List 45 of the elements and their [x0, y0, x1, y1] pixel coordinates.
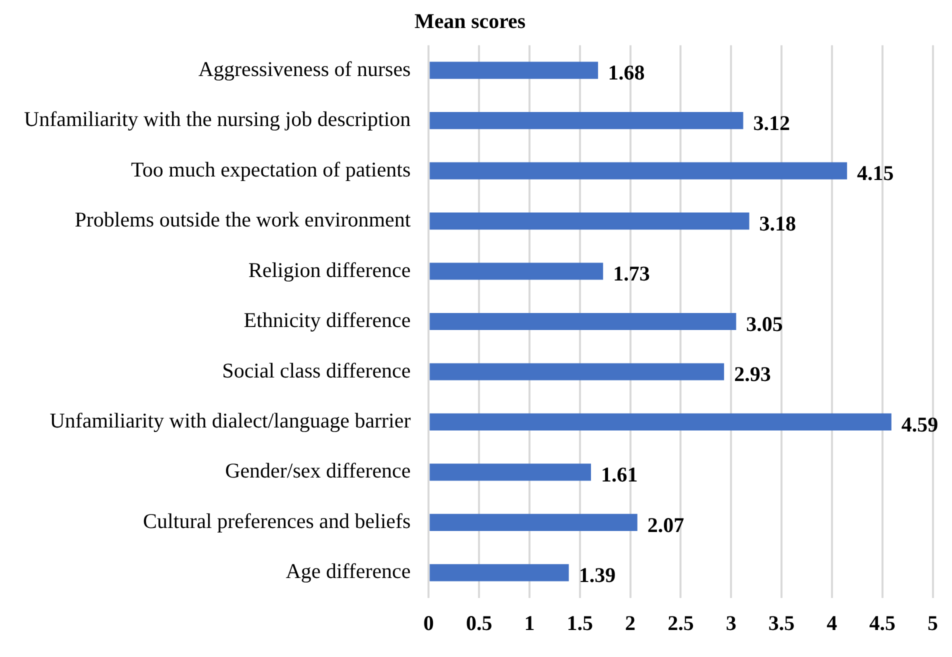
y-tick-label: Social class difference: [222, 358, 411, 382]
y-tick-label: Unfamiliarity with the nursing job description: [24, 107, 412, 132]
bar: [430, 413, 892, 431]
y-tick-label: Age difference: [286, 559, 411, 584]
bar: [430, 262, 604, 280]
x-tick-label: 5: [928, 610, 938, 635]
data-label: 3.05: [746, 312, 783, 336]
y-tick-label: Too much expectation of patients: [131, 157, 411, 182]
y-tick-label: Unfamiliarity with dialect/language barrier: [50, 408, 411, 432]
data-label: 3.18: [759, 211, 796, 236]
bar: [430, 312, 736, 330]
x-tick-label: 4: [826, 610, 838, 635]
bar: [430, 514, 638, 531]
y-tick-label: Religion difference: [248, 258, 411, 282]
x-tick-label: 3.5: [768, 610, 795, 635]
bar: [430, 464, 591, 481]
x-tick-label: 0: [423, 610, 434, 635]
x-tick-label: 1: [524, 610, 535, 635]
y-tick-label: Aggressiveness of nurses: [198, 56, 411, 81]
y-tick-label: Gender/sex difference: [225, 458, 411, 483]
bar: [430, 564, 569, 582]
data-label: 1.39: [578, 563, 616, 588]
x-tick-label: 3: [726, 610, 736, 635]
x-tick-label: 1.5: [566, 610, 594, 635]
y-tick-label: Cultural preferences and beliefs: [143, 508, 411, 533]
bar: [430, 363, 724, 380]
bar: [430, 62, 598, 79]
x-tick-label: 4.5: [869, 610, 896, 635]
y-tick-label: Ethnicity difference: [244, 308, 411, 332]
chart-title: Mean scores: [414, 9, 526, 34]
x-tick-label: 2: [625, 610, 636, 635]
bar: [430, 162, 848, 180]
bar: [430, 112, 744, 130]
data-label: 1.73: [613, 262, 650, 286]
data-label: 1.61: [600, 462, 638, 487]
data-label: 3.12: [753, 110, 790, 135]
bar: [430, 212, 750, 230]
data-label: 2.07: [647, 512, 684, 537]
y-tick-label: Problems outside the work environment: [74, 208, 411, 232]
x-tick-label: 0.5: [466, 610, 492, 635]
data-label: 1.68: [608, 60, 645, 85]
data-label: 4.15: [857, 161, 894, 186]
data-label: 2.93: [734, 362, 771, 386]
x-tick-label: 2.5: [668, 610, 694, 635]
data-label: 4.59: [901, 412, 938, 436]
